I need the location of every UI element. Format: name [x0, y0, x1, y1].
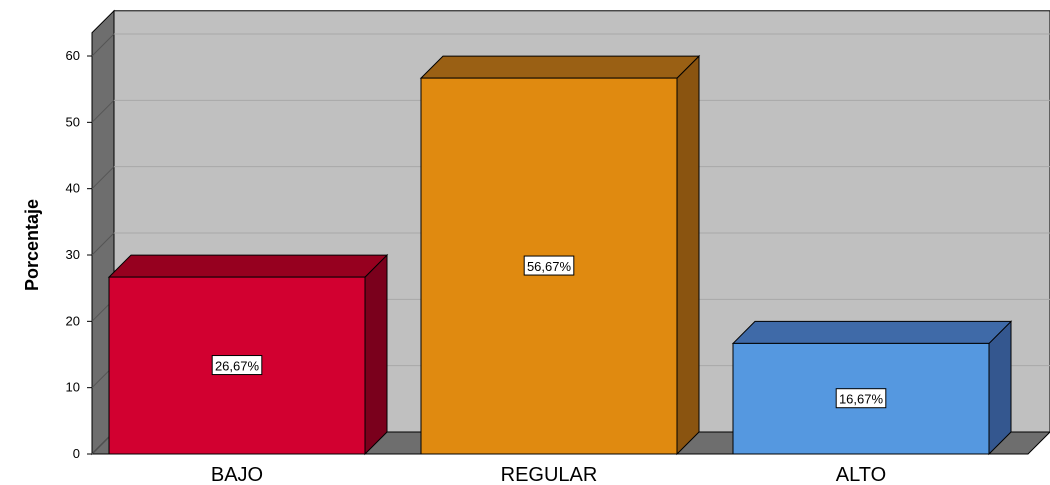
y-tick-label: 0: [73, 446, 80, 461]
y-tick-label: 30: [66, 247, 80, 262]
bar-top: [107, 254, 389, 278]
x-category-label: ALTO: [836, 464, 886, 485]
data-label: 16,67%: [839, 392, 884, 407]
y-tick-label: 10: [66, 380, 80, 395]
wall-gridline: [91, 166, 115, 190]
data-label: 26,67%: [215, 359, 260, 374]
y-tick-label: 60: [66, 48, 80, 63]
data-label: 56,67%: [527, 259, 572, 274]
wall-gridline: [91, 99, 115, 123]
bar-side: [676, 54, 700, 456]
y-axis-label: Porcentaje: [22, 199, 42, 291]
x-category-label: BAJO: [211, 464, 263, 485]
y-tick-label: 40: [66, 181, 80, 196]
y-tick-label: 50: [66, 114, 80, 129]
x-category-label: REGULAR: [501, 464, 598, 485]
wall-gridline: [91, 232, 115, 256]
wall-gridline: [91, 33, 115, 57]
x-axis-categories: BAJO REGULAR ALTO: [211, 464, 886, 485]
bar-top: [419, 55, 701, 79]
data-label-box: [211, 355, 263, 376]
bar-regular: 56,67%: [419, 54, 701, 456]
data-label-box: [523, 255, 575, 276]
bars: 26,67% 56,67% 16,67%: [107, 54, 1013, 456]
y-axis-ticks: 0 10 20 30 40 50 60: [66, 48, 92, 461]
y-tick-label: 20: [66, 313, 80, 328]
data-label-box: [835, 388, 887, 409]
bar-side: [988, 320, 1012, 456]
bar-side: [364, 253, 388, 456]
bar-alto: 16,67%: [731, 320, 1013, 456]
bar-bajo: 26,67%: [107, 253, 389, 456]
bar-top: [731, 320, 1013, 344]
